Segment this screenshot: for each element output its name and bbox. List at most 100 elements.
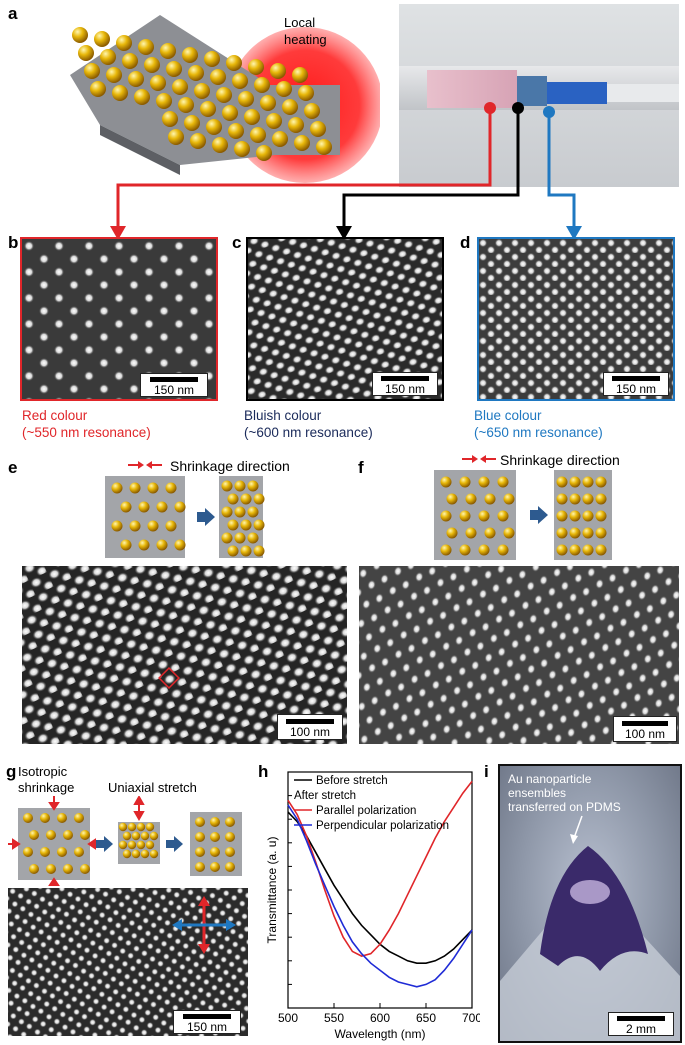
heating-label-line1: Local: [284, 15, 316, 30]
x-axis-label: Wavelength (nm): [335, 1027, 426, 1041]
schematic-particle: [174, 501, 186, 513]
annotation-arrow: [573, 815, 583, 839]
schematic-particle: [140, 831, 150, 841]
schematic-particle: [497, 476, 509, 488]
schematic-g: [8, 796, 242, 886]
clear-region: [607, 84, 679, 102]
schematic-particle: [221, 480, 233, 492]
schematic-particle: [40, 847, 50, 857]
schematic-particle: [582, 510, 594, 522]
schematic-particle: [210, 847, 220, 857]
schematic-particle: [247, 532, 259, 544]
schematic-particle: [129, 482, 141, 494]
gold-nanoparticle: [166, 61, 182, 77]
sem-image-g: 150 nm: [8, 888, 248, 1036]
gold-nanoparticle: [250, 127, 266, 143]
gold-nanoparticle: [84, 63, 100, 79]
gold-nanoparticle: [190, 133, 206, 149]
schematic-particle: [29, 830, 39, 840]
gold-nanoparticle: [256, 145, 272, 161]
gold-nanoparticle: [304, 103, 320, 119]
schematic-particle: [57, 847, 67, 857]
transition-arrow-f: [530, 506, 548, 524]
schematic-particle: [138, 539, 150, 551]
legend-header-1: Before stretch: [316, 775, 388, 787]
caption-b-line1: Red colour: [22, 408, 88, 423]
sem-image-e: 100 nm: [22, 566, 347, 744]
isotropic-line2: shrinkage: [18, 780, 75, 795]
gold-nanoparticle: [116, 35, 132, 51]
schematic-particle: [156, 501, 168, 513]
schematic-particle: [127, 822, 137, 832]
schematic-particle: [80, 864, 90, 874]
schematic-particle: [253, 545, 265, 557]
x-tick-label: 600: [370, 1011, 390, 1025]
schematic-particle: [556, 527, 568, 539]
gold-nanoparticle: [228, 123, 244, 139]
schematic-particle: [465, 527, 477, 539]
x-axis-ticks: 500 550 600 650 700: [278, 1003, 480, 1025]
scalebar-g-text: 150 nm: [186, 1020, 228, 1034]
red-connector: [116, 108, 492, 228]
schematic-particle: [582, 476, 594, 488]
schematic-particle: [484, 493, 496, 505]
gold-nanoparticle: [72, 27, 88, 43]
schematic-particle: [240, 545, 252, 557]
schematic-particle: [122, 831, 132, 841]
schematic-particle: [595, 476, 607, 488]
schematic-particle: [74, 813, 84, 823]
caption-b: Red colour (~550 nm resonance): [22, 407, 151, 441]
gold-nanoparticle: [200, 101, 216, 117]
schematic-particle: [129, 520, 141, 532]
dome-highlight: [570, 880, 610, 904]
gold-nanoparticle: [100, 49, 116, 65]
schematic-particle: [122, 849, 132, 859]
scalebar-b-text: 150 nm: [153, 383, 195, 397]
schematic-particle: [225, 847, 235, 857]
series-layer: [287, 780, 473, 988]
gold-nanoparticle: [266, 113, 282, 129]
schematic-particle: [234, 506, 246, 518]
gold-nanoparticle: [156, 93, 172, 109]
schematic-particle: [478, 476, 490, 488]
gold-nanoparticle: [234, 141, 250, 157]
panel-label-h: h: [258, 762, 269, 781]
schematic-particle: [29, 864, 39, 874]
schematic-particle: [582, 527, 594, 539]
gold-nanoparticle: [316, 139, 332, 155]
schematic-particle: [221, 532, 233, 544]
schematic-particle: [225, 862, 235, 872]
schematic-particle: [120, 501, 132, 513]
scalebar-c-text: 150 nm: [384, 382, 426, 396]
gold-nanoparticles: [72, 27, 332, 161]
shrinkage-label-e: Shrinkage direction: [170, 458, 290, 474]
schematic-particle: [503, 527, 515, 539]
gold-nanoparticle: [112, 85, 128, 101]
gold-nanoparticle: [106, 67, 122, 83]
panel-label-d: d: [460, 233, 471, 252]
schematic-particle: [165, 520, 177, 532]
legend-header-2: After stretch: [294, 790, 356, 802]
scalebar-b: 150 nm: [140, 373, 208, 397]
x-tick-label: 550: [324, 1011, 344, 1025]
panel-label-c: c: [232, 233, 242, 252]
isotropic-label: Isotropic shrinkage: [18, 764, 74, 796]
uniaxial-label: Uniaxial stretch: [108, 780, 197, 795]
schematic-f: [434, 470, 612, 560]
pdms-photograph: Au nanoparticle ensembles transferred on…: [498, 764, 682, 1043]
panel-label-b: b: [8, 233, 19, 252]
schematic-particle: [227, 519, 239, 531]
schematic-particle: [165, 482, 177, 494]
gold-nanoparticle: [138, 39, 154, 55]
schematic-particle: [440, 476, 452, 488]
schematic-particle: [569, 493, 581, 505]
series-line: [287, 811, 473, 964]
gold-nanoparticle: [90, 81, 106, 97]
schematic-particle: [227, 493, 239, 505]
schematic-particle: [497, 510, 509, 522]
schematic-particle: [195, 847, 205, 857]
blue-connector: [547, 112, 576, 228]
schematic-particle: [195, 832, 205, 842]
schematic-particle: [221, 506, 233, 518]
schematic-particle: [40, 813, 50, 823]
